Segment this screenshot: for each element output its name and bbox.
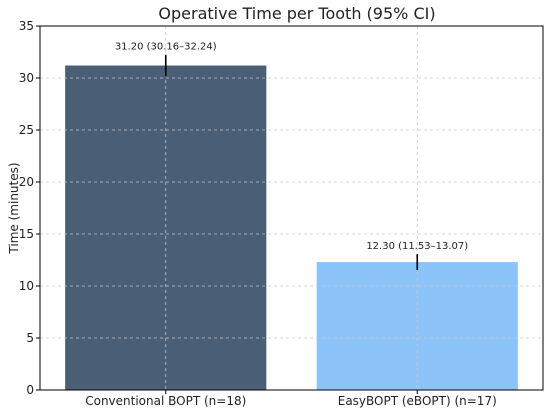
data-labels: 31.20 (30.16–32.24) 12.30 (11.53–13.07) [115,42,468,252]
axes: 0 5 10 15 20 25 30 35 Conventional BOPT (n=18) Ea… [19,19,544,408]
error-bars [164,54,419,271]
y-tick-label-1: 5 [26,331,34,345]
y-tick-label-4: 20 [19,175,34,189]
y-tick-label-6: 30 [19,71,34,85]
grid-lines [40,26,543,390]
y-tick-label-0: 0 [26,383,34,397]
chart-title: Operative Time per Tooth (95% CI) [158,4,435,23]
data-label-1: 12.30 (11.53–13.07) [366,241,468,252]
y-tick-label-2: 10 [19,279,34,293]
bar-0 [65,65,267,391]
y-tick-label-7: 35 [19,19,34,33]
x-tick-label-1: EasyBOPT (eBOPT) (n=17) [338,394,497,408]
bars [65,65,518,391]
y-tick-label-3: 15 [19,227,34,241]
plot-frame [39,25,544,391]
data-label-0: 31.20 (30.16–32.24) [115,42,217,53]
y-tick-label-5: 25 [19,123,34,137]
y-axis-label: Time (minutes) [7,162,21,254]
x-tick-label-0: Conventional BOPT (n=18) [85,394,246,408]
